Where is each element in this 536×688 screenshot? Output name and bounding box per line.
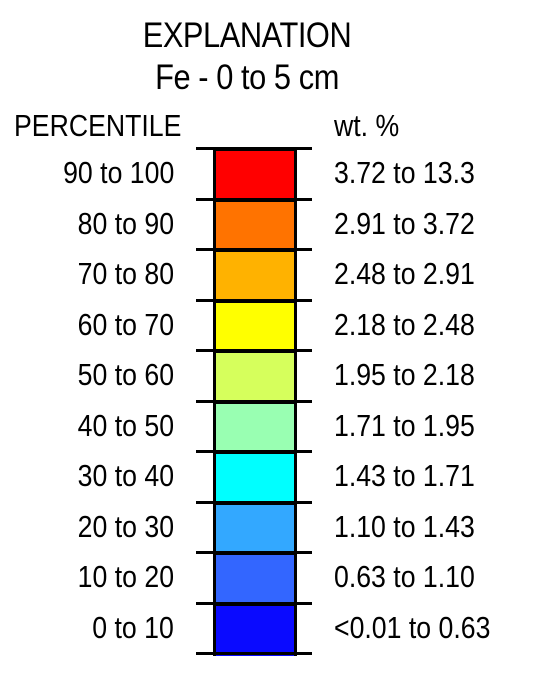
color-swatch bbox=[213, 552, 297, 605]
legend-title: EXPLANATION bbox=[142, 16, 352, 55]
value-range-label: 1.95 to 2.18 bbox=[334, 357, 475, 392]
separator-tick bbox=[196, 652, 312, 655]
value-range-label: 2.18 to 2.48 bbox=[334, 307, 475, 342]
value-range-label: 2.48 to 2.91 bbox=[334, 256, 475, 291]
percentile-label: 0 to 10 bbox=[92, 610, 174, 645]
color-swatch bbox=[213, 401, 297, 454]
separator-tick bbox=[196, 248, 312, 251]
color-swatch bbox=[213, 350, 297, 403]
percentile-label: 20 to 30 bbox=[77, 509, 174, 544]
separator-tick bbox=[196, 400, 312, 403]
percentile-label: 90 to 100 bbox=[62, 155, 174, 190]
separator-tick bbox=[196, 147, 312, 150]
color-swatch bbox=[213, 199, 297, 252]
legend-row: 20 to 30 1.10 to 1.43 bbox=[0, 502, 536, 555]
percentile-column-header: PERCENTILE bbox=[14, 108, 182, 143]
separator-tick bbox=[196, 501, 312, 504]
value-column-header: wt. % bbox=[334, 108, 400, 143]
legend-row: 90 to 100 3.72 to 13.3 bbox=[0, 148, 536, 201]
legend-row: 30 to 40 1.43 to 1.71 bbox=[0, 451, 536, 504]
percentile-label: 60 to 70 bbox=[77, 307, 174, 342]
separator-tick bbox=[196, 198, 312, 201]
separator-tick bbox=[196, 349, 312, 352]
legend-row: 10 to 20 0.63 to 1.10 bbox=[0, 552, 536, 605]
color-swatch bbox=[213, 148, 297, 201]
legend-row: 0 to 10 <0.01 to 0.63 bbox=[0, 603, 536, 656]
legend-row: 70 to 80 2.48 to 2.91 bbox=[0, 249, 536, 302]
legend-row: 80 to 90 2.91 to 3.72 bbox=[0, 199, 536, 252]
value-range-label: 3.72 to 13.3 bbox=[334, 155, 475, 190]
separator-tick bbox=[196, 551, 312, 554]
percentile-label: 80 to 90 bbox=[77, 206, 174, 241]
percentile-label: 50 to 60 bbox=[77, 357, 174, 392]
value-range-label: <0.01 to 0.63 bbox=[334, 610, 491, 645]
value-range-label: 0.63 to 1.10 bbox=[334, 559, 475, 594]
color-swatch bbox=[213, 603, 297, 656]
legend-row: 60 to 70 2.18 to 2.48 bbox=[0, 300, 536, 353]
separator-tick bbox=[196, 450, 312, 453]
percentile-label: 10 to 20 bbox=[77, 559, 174, 594]
legend-row: 40 to 50 1.71 to 1.95 bbox=[0, 401, 536, 454]
value-range-label: 1.10 to 1.43 bbox=[334, 509, 475, 544]
color-swatch bbox=[213, 451, 297, 504]
value-range-label: 1.71 to 1.95 bbox=[334, 408, 475, 443]
value-range-label: 2.91 to 3.72 bbox=[334, 206, 475, 241]
legend-subtitle: Fe - 0 to 5 cm bbox=[155, 58, 339, 97]
percentile-label: 70 to 80 bbox=[77, 256, 174, 291]
color-swatch bbox=[213, 502, 297, 555]
separator-tick bbox=[196, 299, 312, 302]
legend-row: 50 to 60 1.95 to 2.18 bbox=[0, 350, 536, 403]
percentile-label: 30 to 40 bbox=[77, 458, 174, 493]
percentile-label: 40 to 50 bbox=[77, 408, 174, 443]
separator-tick bbox=[196, 602, 312, 605]
color-swatch bbox=[213, 300, 297, 353]
value-range-label: 1.43 to 1.71 bbox=[334, 458, 475, 493]
color-swatch bbox=[213, 249, 297, 302]
